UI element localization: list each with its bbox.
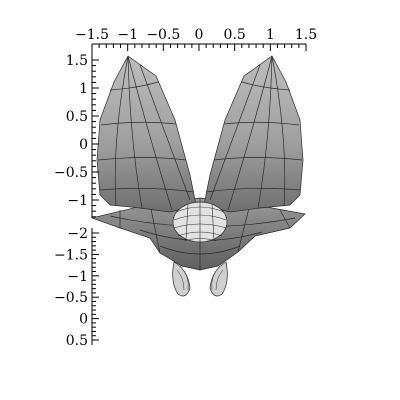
top-tick-label: −1.5 bbox=[75, 27, 109, 43]
left-upper-tick-label: 1 bbox=[79, 81, 88, 97]
left-upper-tick-label: 0.5 bbox=[66, 109, 88, 125]
axes bbox=[91, 43, 307, 345]
left-tick-labels-lower: −2 −1.5 −1 −0.5 0 0.5 bbox=[54, 226, 88, 349]
top-tick-label: −0.5 bbox=[146, 27, 180, 43]
left-upper-tick-label: 0 bbox=[79, 137, 88, 153]
left-lower-tick-label: −0.5 bbox=[54, 290, 88, 306]
left-upper-tick-label: −0.5 bbox=[54, 165, 88, 181]
left-tick-labels-upper: 1.5 1 0.5 0 −0.5 −1 bbox=[54, 53, 88, 209]
left-upper-tick-label: 1.5 bbox=[66, 53, 88, 69]
surface-mesh bbox=[90, 55, 306, 297]
left-lower-tick-label: −2 bbox=[67, 226, 88, 242]
top-tick-label: 0 bbox=[195, 27, 204, 43]
top-tick-label: −1 bbox=[117, 27, 138, 43]
top-tick-label: 0.5 bbox=[224, 27, 246, 43]
top-tick-label: 1 bbox=[266, 27, 275, 43]
left-lower-tick-label: −1.5 bbox=[54, 247, 88, 263]
top-tick-label: 1.5 bbox=[295, 27, 317, 43]
left-lower-tick-label: 0 bbox=[79, 312, 88, 328]
top-tick-labels: −1.5 −1 −0.5 0 0.5 1 1.5 bbox=[75, 27, 317, 43]
left-upper-tick-label: −1 bbox=[67, 193, 88, 209]
left-lower-tick-label: 0.5 bbox=[66, 333, 88, 349]
left-lower-tick-label: −1 bbox=[67, 269, 88, 285]
